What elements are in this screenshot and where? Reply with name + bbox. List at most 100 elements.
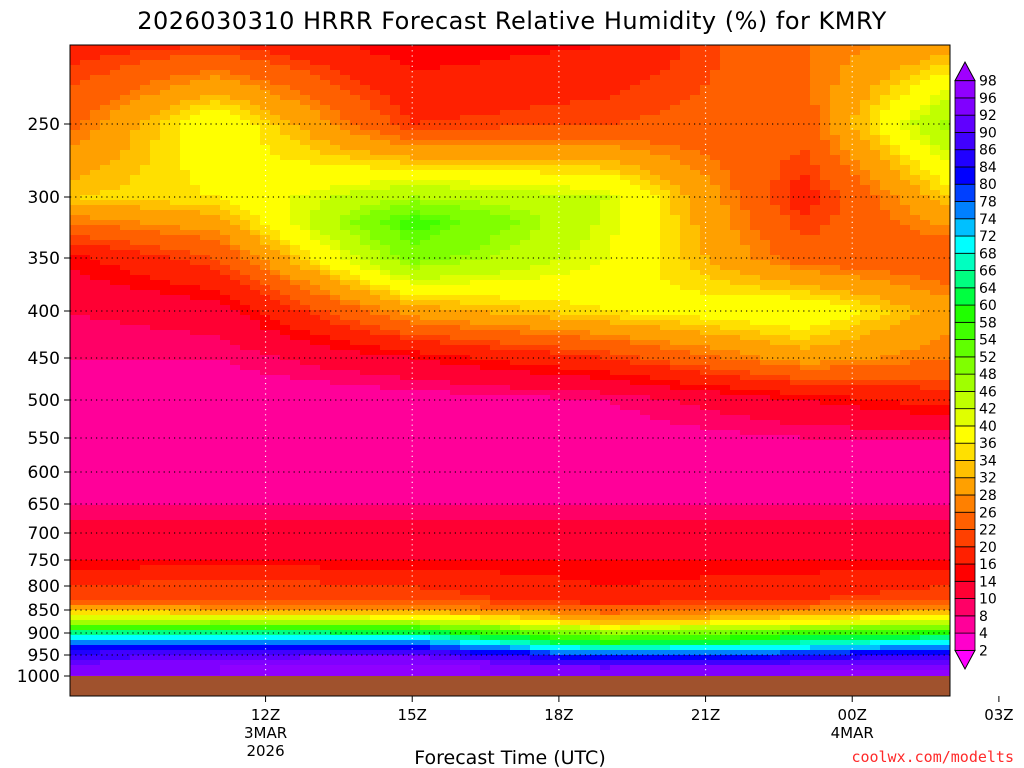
rh-cell	[230, 570, 241, 576]
rh-cell	[80, 345, 91, 351]
rh-cell	[320, 645, 331, 651]
rh-cell	[380, 675, 391, 676]
rh-cell	[70, 450, 81, 456]
rh-cell	[140, 465, 151, 471]
rh-cell	[150, 390, 161, 396]
rh-cell	[420, 465, 431, 471]
rh-cell	[250, 550, 261, 556]
rh-cell	[360, 465, 371, 471]
rh-cell	[300, 490, 311, 496]
rh-cell	[80, 430, 91, 436]
rh-cell	[420, 455, 431, 461]
rh-cell	[460, 100, 471, 106]
rh-cell	[310, 205, 321, 211]
rh-cell	[360, 400, 371, 406]
rh-cell	[180, 495, 191, 501]
rh-cell	[270, 335, 281, 341]
rh-cell	[280, 520, 291, 526]
rh-cell	[360, 630, 371, 636]
rh-cell	[280, 565, 291, 571]
rh-cell	[320, 340, 331, 346]
rh-cell	[320, 430, 331, 436]
rh-cell	[190, 100, 201, 106]
rh-cell	[420, 180, 431, 186]
rh-cell	[260, 540, 271, 546]
rh-cell	[70, 380, 81, 386]
rh-cell	[200, 230, 211, 236]
rh-cell	[110, 490, 121, 496]
rh-cell	[180, 145, 191, 151]
rh-cell	[190, 210, 201, 216]
rh-cell	[70, 675, 81, 676]
rh-cell	[320, 500, 331, 506]
rh-cell	[250, 255, 261, 261]
rh-cell	[350, 50, 361, 56]
rh-cell	[80, 55, 91, 61]
rh-cell	[290, 455, 301, 461]
rh-cell	[280, 85, 291, 91]
rh-cell	[210, 565, 221, 571]
rh-cell	[250, 355, 261, 361]
rh-cell	[390, 530, 401, 536]
rh-cell	[180, 650, 191, 656]
rh-cell	[120, 630, 131, 636]
rh-cell	[100, 380, 111, 386]
rh-cell	[180, 395, 191, 401]
rh-cell	[110, 75, 121, 81]
rh-cell	[380, 395, 391, 401]
rh-cell	[340, 300, 351, 306]
rh-cell	[440, 45, 451, 51]
rh-cell	[380, 250, 391, 256]
rh-cell	[280, 490, 291, 496]
rh-cell	[190, 420, 201, 426]
rh-cell	[420, 460, 431, 466]
rh-cell	[350, 265, 361, 271]
rh-cell	[190, 335, 201, 341]
rh-cell	[350, 375, 361, 381]
rh-cell	[410, 195, 421, 201]
rh-cell	[380, 115, 391, 121]
rh-cell	[200, 415, 211, 421]
rh-cell	[440, 365, 451, 371]
rh-cell	[70, 570, 81, 576]
rh-cell	[350, 440, 361, 446]
rh-cell	[290, 305, 301, 311]
rh-cell	[100, 440, 111, 446]
rh-cell	[160, 510, 171, 516]
rh-cell	[220, 165, 231, 171]
rh-cell	[80, 620, 91, 626]
rh-cell	[260, 60, 271, 66]
rh-cell	[280, 145, 291, 151]
rh-cell	[390, 195, 401, 201]
rh-cell	[330, 600, 341, 606]
rh-cell	[120, 60, 131, 66]
rh-cell	[160, 245, 171, 251]
rh-cell	[110, 55, 121, 61]
rh-cell	[130, 560, 141, 566]
rh-cell	[340, 95, 351, 101]
rh-cell	[110, 285, 121, 291]
rh-cell	[420, 435, 431, 441]
rh-cell	[120, 170, 131, 176]
rh-cell	[110, 445, 121, 451]
rh-cell	[280, 235, 291, 241]
rh-cell	[380, 110, 391, 116]
rh-cell	[310, 535, 321, 541]
rh-cell	[250, 440, 261, 446]
rh-cell	[200, 220, 211, 226]
rh-cell	[350, 230, 361, 236]
rh-cell	[90, 180, 101, 186]
rh-cell	[70, 235, 81, 241]
rh-cell	[290, 235, 301, 241]
rh-cell	[250, 260, 261, 266]
rh-cell	[370, 665, 381, 671]
rh-cell	[390, 570, 401, 576]
rh-cell	[290, 665, 301, 671]
rh-cell	[320, 230, 331, 236]
rh-cell	[260, 320, 271, 326]
rh-cell	[230, 195, 241, 201]
rh-cell	[260, 415, 271, 421]
rh-cell	[160, 460, 171, 466]
rh-cell	[400, 75, 411, 81]
rh-cell	[170, 105, 181, 111]
